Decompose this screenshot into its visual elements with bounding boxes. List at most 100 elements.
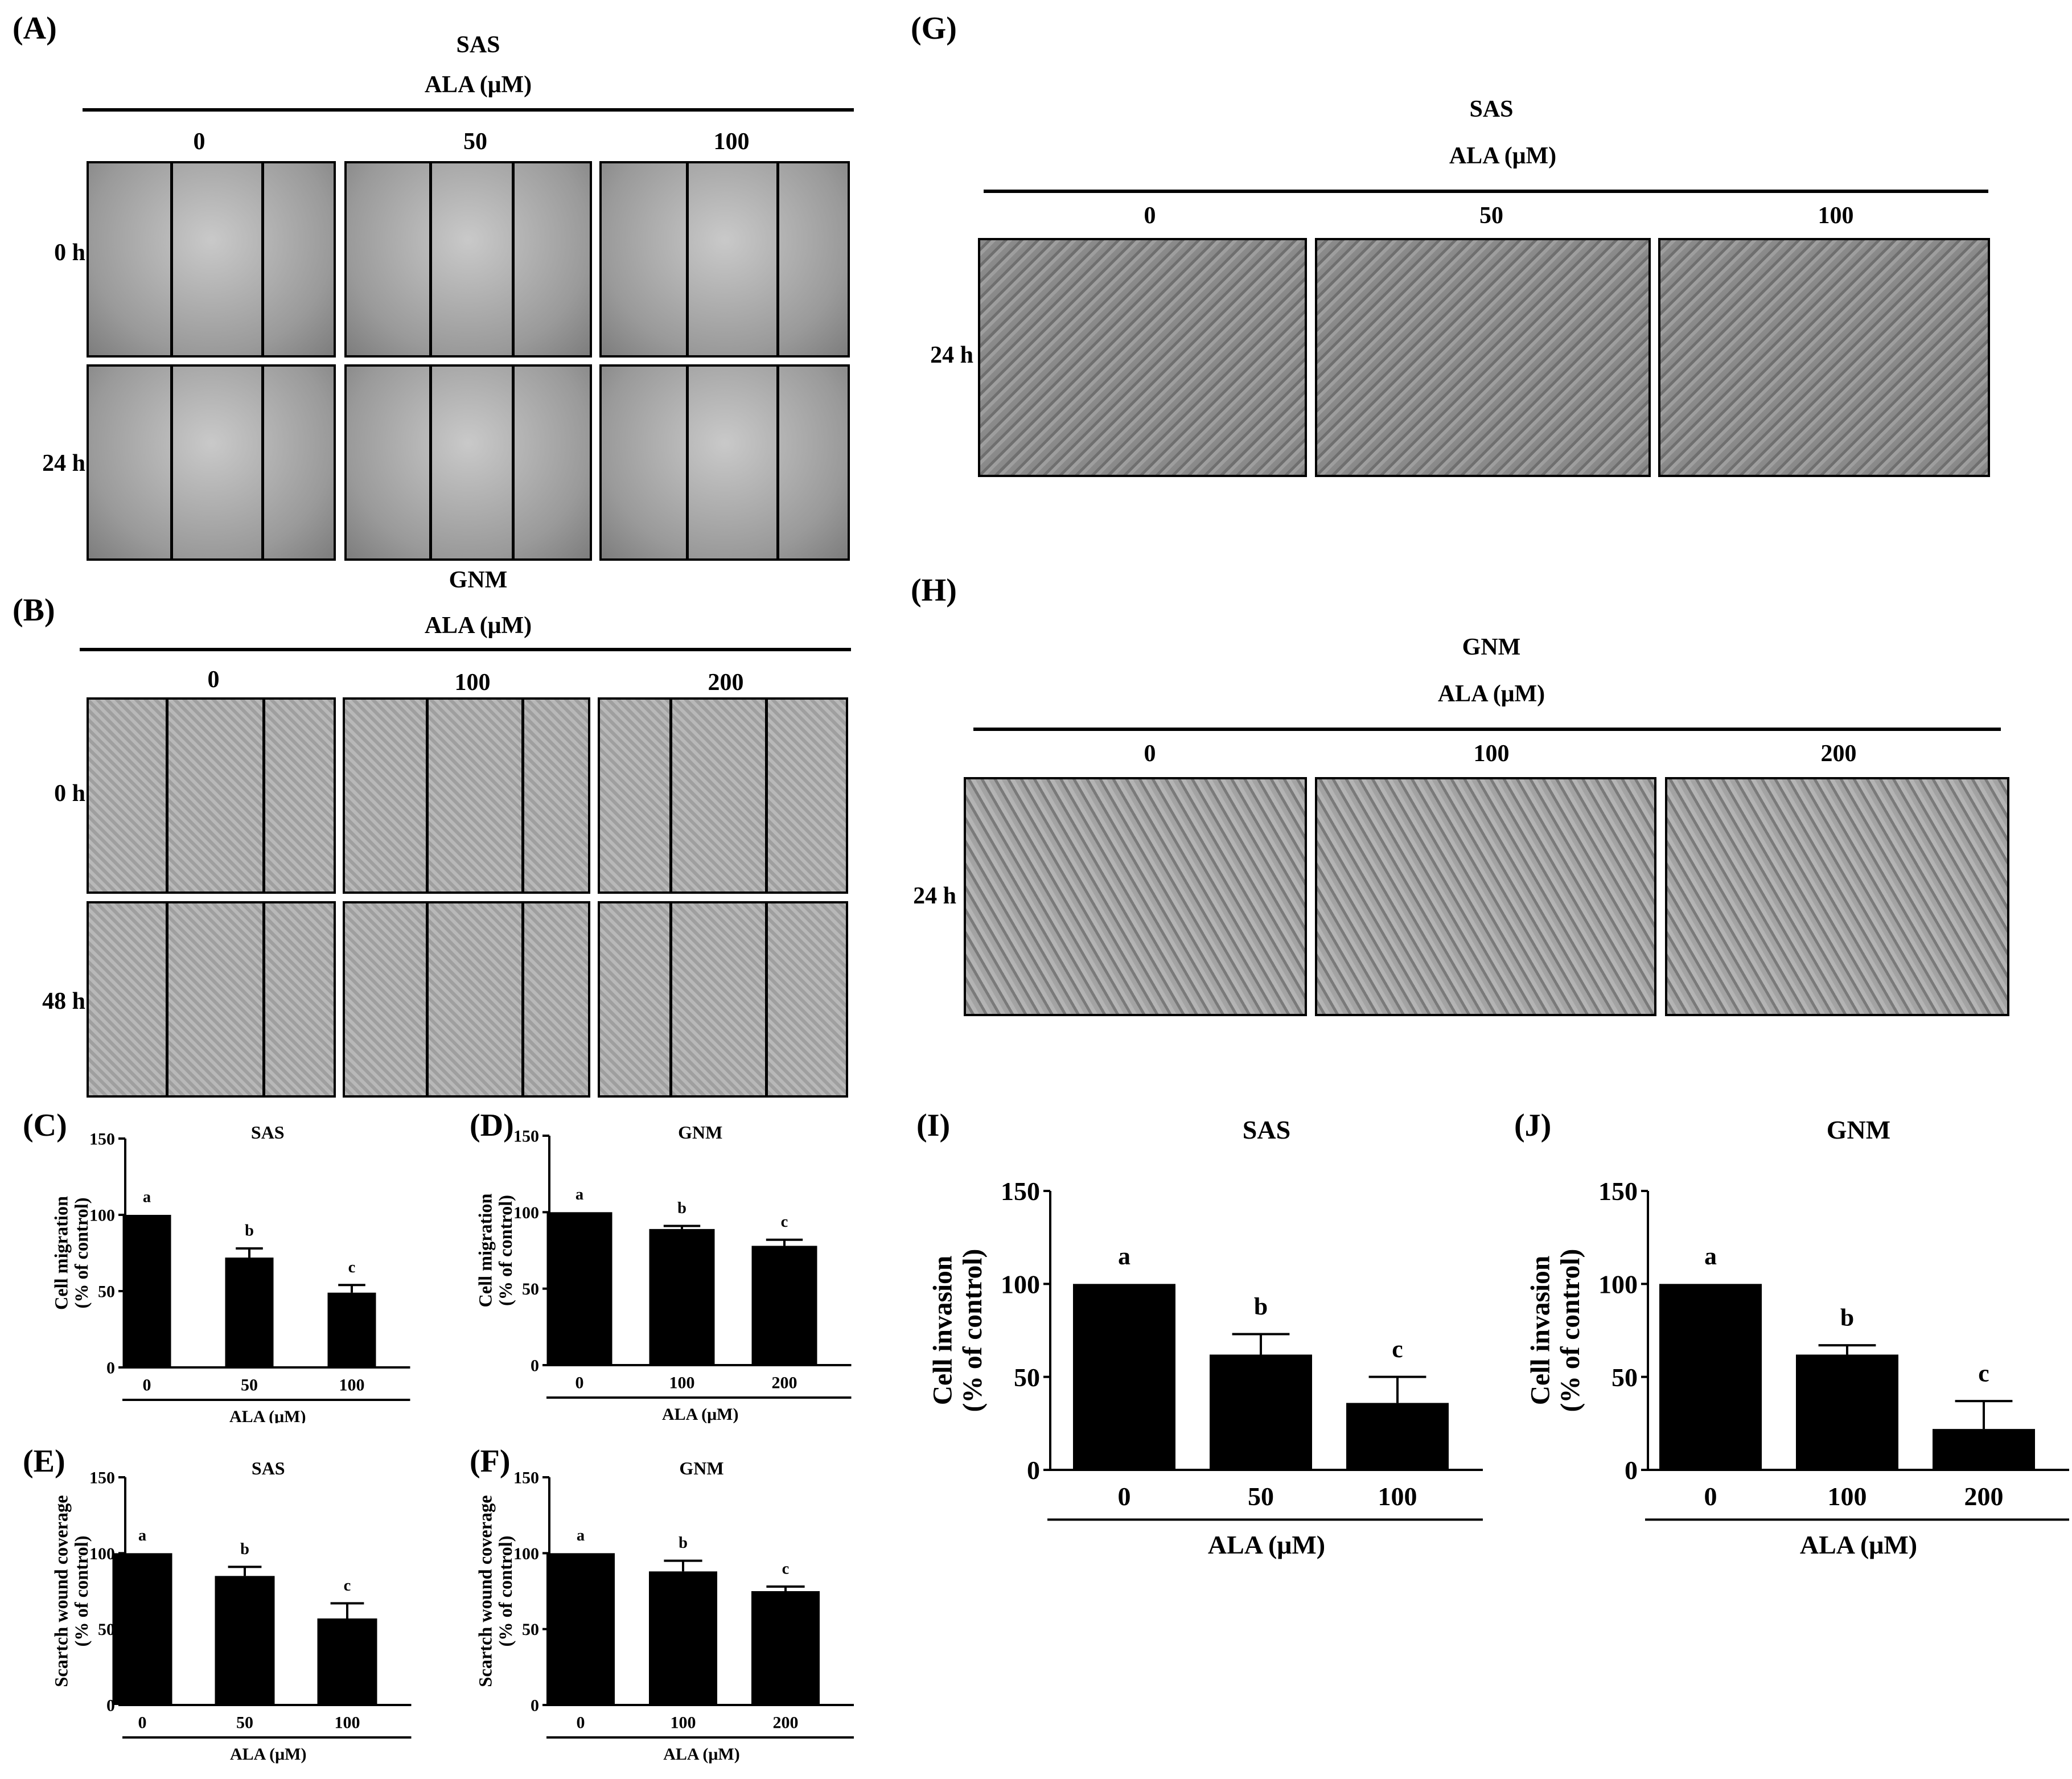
sig-label-c-0: a [143, 1189, 151, 1206]
micrograph-a-50-24h [344, 364, 592, 561]
y-tick-label-c-2: 100 [89, 1206, 115, 1225]
y-label-e-1: (% of control) [71, 1536, 92, 1647]
panel-b-dose-0: 0 [207, 667, 220, 693]
panel-g-cell-line: SAS [1469, 96, 1514, 122]
panel-g-dose-1: 50 [1479, 203, 1503, 229]
micrograph-b-200-48h [598, 901, 848, 1098]
chart-i: (I) SAS 0 50 100 150 Cell invasion (% of contro… [916, 1108, 1483, 1559]
sig-label-d-2: c [781, 1213, 788, 1231]
y-tick-label-i-2: 100 [1001, 1269, 1040, 1299]
panel-letter-g: (G) [911, 11, 957, 46]
panel-letter-j: (J) [1514, 1108, 1551, 1143]
sig-label-e-0: a [138, 1527, 146, 1544]
x-tick-label-e-0: 0 [138, 1714, 147, 1732]
panel-b-time-0: 0 h [54, 780, 85, 807]
bar-d-1 [649, 1229, 715, 1365]
y-tick-label-e-2: 100 [89, 1544, 115, 1563]
x-tick-label-e-2: 100 [335, 1714, 360, 1732]
y-tick-label-f-1: 50 [522, 1620, 539, 1639]
x-tick-label-i-2: 100 [1378, 1482, 1417, 1511]
panel-letter-f: (F) [470, 1444, 511, 1479]
y-label-j-0: Cell invasion [1526, 1256, 1555, 1406]
panel-a-dose-2: 100 [713, 129, 750, 155]
x-tick-label-j-0: 0 [1704, 1482, 1717, 1511]
bar-f-2 [751, 1591, 820, 1705]
micrograph-g-100-24h [1658, 238, 1990, 477]
sig-label-c-1: b [245, 1222, 254, 1239]
sig-label-j-2: c [1978, 1360, 1989, 1387]
panel-b-dose-2: 200 [708, 669, 744, 696]
y-tick-label-e-3: 150 [89, 1469, 115, 1488]
panel-a-time-1: 24 h [42, 450, 85, 476]
sig-label-f-2: c [782, 1560, 790, 1578]
panel-h-dose-0: 0 [1144, 741, 1156, 767]
panel-b-rule [80, 648, 851, 651]
panel-letter-a: (A) [13, 11, 57, 46]
y-tick-label-j-0: 0 [1625, 1456, 1638, 1485]
x-tick-label-j-1: 100 [1828, 1482, 1867, 1511]
panel-letter-e: (E) [23, 1444, 65, 1479]
x-tick-label-c-1: 50 [241, 1376, 258, 1395]
sig-label-i-2: c [1392, 1336, 1403, 1363]
bar-f-0 [546, 1553, 615, 1705]
chart-title-d: GNM [678, 1122, 722, 1143]
x-tick-label-j-2: 200 [1964, 1482, 2004, 1511]
chart-title-j: GNM [1827, 1115, 1890, 1144]
y-tick-label-d-1: 50 [522, 1280, 539, 1299]
y-tick-label-i-1: 50 [1014, 1363, 1040, 1392]
panel-a-dose-0: 0 [193, 129, 205, 155]
panel-letter-c: (C) [23, 1108, 67, 1143]
y-tick-label-j-2: 100 [1598, 1269, 1638, 1299]
micrograph-g-0-24h [978, 238, 1307, 477]
micrograph-a-100-24h [599, 364, 850, 561]
bar-e-0 [112, 1553, 172, 1705]
chart-title-i: SAS [1243, 1115, 1290, 1144]
y-label-e-0: Scartch wound coverage [51, 1495, 71, 1687]
y-tick-label-j-1: 50 [1611, 1363, 1638, 1392]
x-tick-label-f-2: 200 [773, 1714, 799, 1732]
y-tick-label-i-3: 150 [1001, 1177, 1040, 1206]
bar-d-2 [751, 1246, 817, 1365]
bar-e-1 [215, 1576, 275, 1705]
bar-i-2 [1346, 1403, 1449, 1470]
micrograph-b-0-0h [87, 697, 336, 894]
sig-label-f-0: a [577, 1527, 585, 1544]
bar-e-2 [317, 1618, 377, 1705]
panel-a-rule [83, 108, 854, 112]
chart-title-c: SAS [251, 1122, 285, 1143]
y-label-f-0: Scartch wound coverage [475, 1495, 495, 1687]
micrograph-a-0-0h [87, 161, 336, 358]
bar-j-2 [1933, 1429, 2035, 1470]
x-tick-label-d-0: 0 [575, 1374, 584, 1392]
sig-label-i-1: b [1254, 1293, 1268, 1320]
sig-label-j-0: a [1704, 1243, 1717, 1270]
y-label-j-1: (% of control) [1556, 1249, 1585, 1412]
x-tick-label-i-1: 50 [1248, 1482, 1274, 1511]
panel-letter-d: (D) [470, 1108, 514, 1143]
y-tick-label-d-2: 100 [513, 1203, 539, 1222]
panel-b-cell-line: GNM [449, 567, 508, 593]
micrograph-g-50-24h [1315, 238, 1651, 477]
sig-label-e-2: c [344, 1577, 351, 1595]
bar-c-1 [225, 1258, 274, 1367]
x-tick-label-e-1: 50 [236, 1714, 253, 1732]
panel-b-dose-1: 100 [454, 669, 491, 696]
y-label-f-1: (% of control) [495, 1536, 516, 1647]
x-tick-label-c-2: 100 [339, 1376, 365, 1395]
panel-h-treatment: ALA (μM) [1437, 681, 1545, 707]
micrograph-a-0-24h [87, 364, 336, 561]
sig-label-c-2: c [348, 1259, 356, 1276]
micrograph-b-0-48h [87, 901, 336, 1098]
x-tick-label-f-0: 0 [577, 1714, 585, 1732]
panel-b-treatment: ALA (μM) [424, 613, 532, 639]
panel-g-dose-2: 100 [1818, 203, 1854, 229]
micrograph-a-100-0h [599, 161, 850, 358]
chart-d: (D) GNM 0 50 100 150 Cell migration (% of contr… [470, 1108, 852, 1423]
sig-label-j-1: b [1840, 1304, 1854, 1332]
panel-b-time-1: 48 h [42, 988, 85, 1014]
y-label-c-1: (% of control) [71, 1198, 92, 1309]
y-tick-label-c-1: 50 [98, 1283, 115, 1301]
x-label-i: ALA (μM) [1208, 1530, 1325, 1559]
y-tick-label-f-2: 100 [513, 1544, 539, 1563]
panel-h-dose-2: 200 [1820, 741, 1857, 767]
